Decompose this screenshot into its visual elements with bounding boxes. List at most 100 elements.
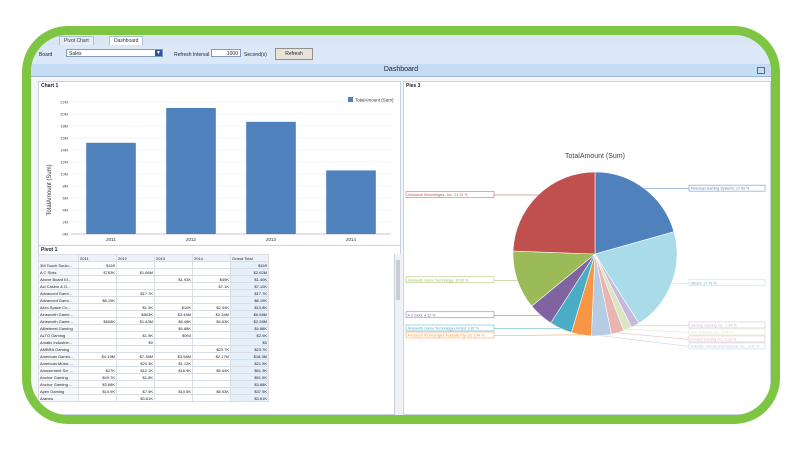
pivot-cell: $17.7K: [230, 289, 269, 297]
pivot-cell: [154, 373, 193, 381]
x-tick-label: 2013: [266, 237, 277, 242]
pivot-cell: [192, 380, 231, 388]
pivot-cell: $16.9K: [154, 366, 193, 374]
pivot-cell: $10K: [154, 303, 193, 311]
pivot-scrollbar[interactable]: [394, 254, 402, 415]
pivot-cell: $12.1K: [116, 366, 155, 374]
pivot-cell: $1.3K: [116, 303, 155, 311]
pivot-cell: $10.5K: [154, 387, 193, 395]
pivot-row-label: Allbetnest Gaming: [38, 324, 79, 332]
pie-slice-label: Aristocrat Technologies, Inc.: 21.31 %: [408, 193, 469, 197]
y-tick-label: 18M: [60, 124, 68, 129]
pivot-cell: $1.40K: [230, 275, 269, 283]
table-row: American Gamin... $4.19M $7.38M $3.58M $2.17…: [38, 352, 269, 360]
pivot-column-header[interactable]: Grand Total: [230, 254, 269, 262]
pivot-cell: [192, 331, 231, 339]
pivot-cell: [116, 261, 155, 269]
pivot-cell: $6.58M: [230, 310, 269, 318]
pivot-cell: $7.10K: [230, 282, 269, 290]
pivot-cell: $2.9K: [230, 331, 269, 339]
pivot-cell: $1.63M: [116, 317, 155, 325]
pie-chart: TotalAmount (Sum) American Gaming System…: [405, 153, 766, 350]
pivot-cell: [78, 303, 117, 311]
pie-title: TotalAmount (Sum): [565, 153, 625, 160]
table-row: Apex Gaming $10.9K $7.9K $10.5K $8.53K $37.9K: [38, 387, 269, 395]
pie-slice-label: American Gaming Systems: 17.99 %: [691, 187, 751, 191]
pivot-cell: $4.88K: [154, 324, 193, 332]
pie-slice-label: Gaming Gaming Inc.: 1.44 %: [691, 323, 738, 327]
pivot-cell: $3.58M: [154, 352, 193, 360]
pivot-cell: $1.9K: [116, 331, 155, 339]
refresh-interval-input[interactable]: 1000: [211, 49, 241, 57]
pivot-cell: $7.9K: [116, 387, 155, 395]
pie-leader-line: [627, 328, 690, 333]
pivot-cell: [154, 394, 193, 402]
tab-pivot-chart[interactable]: Pivot Chart: [59, 36, 94, 45]
pie-label-box: [688, 342, 766, 350]
pivot-cell: [116, 275, 155, 283]
pivot-cell: [78, 345, 117, 353]
pivot-cell: [78, 282, 117, 290]
screenshot-frame: Pivot Chart Dashboard Board Sales ▼ Refr…: [22, 26, 780, 424]
tab-dashboard[interactable]: Dashboard: [109, 36, 144, 45]
pivot-column-header[interactable]: 2013: [154, 254, 193, 262]
y-tick-label: 0M: [62, 232, 68, 237]
pivot-cell: $2.17M: [192, 352, 231, 360]
pivot-grid: 2011 2012 2013 2014 Grand Total 3M Touch Soul…: [38, 254, 401, 414]
pivot-row-label: Above Board El...: [38, 275, 79, 283]
pivot-column-header[interactable]: [38, 254, 79, 262]
pivot-row-label: Anchor Gaming ...: [38, 380, 79, 388]
table-row: Amatic Industrie... $0 $0: [38, 338, 269, 346]
pivot-cell: $8.53K: [192, 387, 231, 395]
pivot-cell: $2.62M: [230, 268, 269, 276]
pivot-row-label: Amatic Industrie...: [38, 338, 79, 346]
pie-slice-label: Ainsworth Game Technology Limited: 3.87 …: [408, 326, 480, 330]
pivot-cell: [192, 289, 231, 297]
pivot-cell: $23.7K: [192, 345, 231, 353]
pies-title: Pies 3: [406, 83, 421, 89]
pivot-row-label: Amusement Svr ...: [38, 366, 79, 374]
pivot-cell: $37.9K: [230, 387, 269, 395]
pivot-cell: $51.5K: [230, 373, 269, 381]
table-row: A C Slots $763K $1.86M $2.62M: [38, 268, 269, 276]
pivot-cell: [78, 394, 117, 402]
pivot-cell: [78, 324, 117, 332]
pie-slice-label: Aristocrat Technologies Australia Pty Lt…: [408, 333, 486, 337]
y-tick-label: 6M: [62, 196, 68, 201]
pie-leader-line: [493, 334, 582, 336]
pie-label-box: [405, 311, 495, 319]
pivot-row-label: Anchor Gaming: [38, 373, 79, 381]
pivot-cell: $3.88K: [230, 380, 269, 388]
x-tick-label: 2014: [346, 237, 357, 242]
pivot-row-label: American Music ...: [38, 359, 79, 367]
pivot-cell: $1.12K: [154, 359, 193, 367]
pivot-cell: $8.48K: [154, 317, 193, 325]
pivot-row-label: Apex Gaming: [38, 387, 79, 395]
pivot-cell: $4.88K: [230, 324, 269, 332]
y-tick-label: 14M: [60, 148, 68, 153]
pivot-column-header[interactable]: 2011: [78, 254, 117, 262]
pivot-row-label: Ainsworth Game...: [38, 317, 79, 325]
y-tick-label: 8M: [62, 184, 68, 189]
pivot-cell: $8.19K: [78, 296, 117, 304]
pivot-cell: [78, 359, 117, 367]
pie-leader-line: [617, 332, 690, 340]
pivot-cell: [116, 296, 155, 304]
pivot-cell: $169: [230, 261, 269, 269]
x-tick-label: 2011: [106, 237, 116, 242]
pie-label-box: [405, 324, 495, 332]
pie-label-box: [688, 335, 766, 343]
chevron-down-icon[interactable]: ▼: [155, 50, 162, 56]
board-label: Board: [39, 52, 53, 58]
table-row: Amusement Svr ... $27K $12.1K $16.9K $5.44K $…: [38, 366, 269, 374]
pie-label-box: [688, 279, 766, 287]
scrollbar-thumb[interactable]: [396, 260, 400, 300]
bar-chart: 2011 2012 2013 2014 0M 2M 4M 6M 8M 10M 12M 14M 16M 1…: [47, 97, 394, 242]
pivot-cell: [192, 268, 231, 276]
pivot-cell: $169: [78, 261, 117, 269]
refresh-button[interactable]: Refresh: [275, 48, 313, 60]
board-select[interactable]: Sales ▼: [66, 49, 163, 57]
pivot-column-header[interactable]: 2012: [116, 254, 155, 262]
pivot-column-header[interactable]: 2014: [192, 254, 231, 262]
maximize-icon[interactable]: [757, 67, 765, 74]
